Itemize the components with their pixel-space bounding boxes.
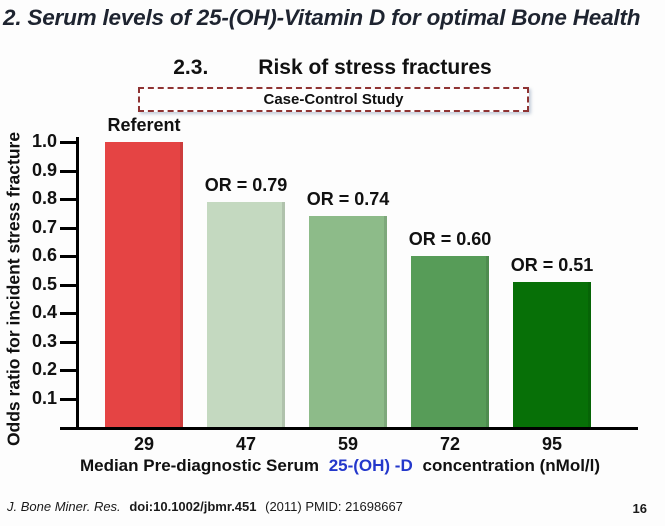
y-tick-label: 0.9: [31, 160, 57, 180]
y-axis-line: [76, 137, 79, 430]
bar-value-label: OR = 0.60: [408, 229, 492, 249]
y-tick-label: 0.6: [31, 245, 57, 265]
bar: [513, 282, 591, 427]
bar-value-label: OR = 0.74: [306, 189, 390, 209]
study-type-label: Case-Control Study: [263, 91, 404, 108]
bar: [411, 256, 489, 427]
x-category-label: 59: [337, 434, 359, 454]
bar: [309, 216, 387, 427]
bar-value-label: OR = 0.79: [204, 175, 288, 195]
x-category-label: 29: [133, 434, 155, 454]
citation-doi: doi:10.1002/jbmr.451: [129, 499, 257, 514]
citation-rest: (2011) PMID: 21698667: [265, 499, 403, 514]
page-number: 16: [632, 501, 647, 516]
x-category-label: 47: [235, 434, 257, 454]
x-axis-line: [60, 427, 638, 430]
y-tick-label: 0.7: [31, 217, 57, 237]
y-tick-mark: [60, 141, 77, 144]
y-tick-label: 1.0: [31, 131, 57, 151]
y-tick-label: 0.5: [31, 274, 57, 294]
section-title: Risk of stress fractures: [258, 56, 492, 79]
bar-value-label: OR = 0.51: [510, 255, 594, 275]
x-axis-title-highlight: 25-(OH) -D: [328, 456, 413, 475]
y-tick-mark: [60, 227, 77, 230]
x-axis-title-pre: Median Pre-diagnostic Serum: [79, 456, 319, 475]
y-tick-mark: [60, 170, 77, 173]
y-tick-mark: [60, 312, 77, 315]
section-heading: 2.3. Risk of stress fractures: [0, 56, 665, 80]
y-tick-mark: [60, 369, 77, 372]
slide-title: 2. Serum levels of 25-(OH)-Vitamin D for…: [3, 5, 641, 30]
bar: [207, 202, 285, 427]
y-tick-mark: [60, 255, 77, 258]
citation-footer: J. Bone Miner. Res. doi:10.1002/jbmr.451…: [7, 499, 403, 514]
y-tick-mark: [60, 284, 77, 287]
y-tick-mark: [60, 341, 77, 344]
y-tick-mark: [60, 198, 77, 201]
x-category-label: 95: [541, 434, 563, 454]
citation-journal: J. Bone Miner. Res.: [7, 499, 121, 514]
x-axis-title: Median Pre-diagnostic Serum 25-(OH) -D c…: [30, 456, 650, 476]
bar-value-label: Referent: [107, 115, 181, 135]
bar: [105, 142, 183, 427]
x-axis-title-post: concentration (nMol/l): [422, 456, 601, 475]
x-category-label: 72: [439, 434, 461, 454]
section-number: 2.3.: [173, 56, 209, 79]
study-type-badge: Case-Control Study: [138, 87, 529, 112]
y-tick-label: 0.3: [31, 331, 57, 351]
y-tick-label: 0.4: [31, 302, 57, 322]
y-tick-label: 0.8: [31, 188, 57, 208]
y-tick-label: 0.2: [31, 359, 57, 379]
y-tick-label: 0.1: [31, 388, 57, 408]
y-tick-mark: [60, 398, 77, 401]
